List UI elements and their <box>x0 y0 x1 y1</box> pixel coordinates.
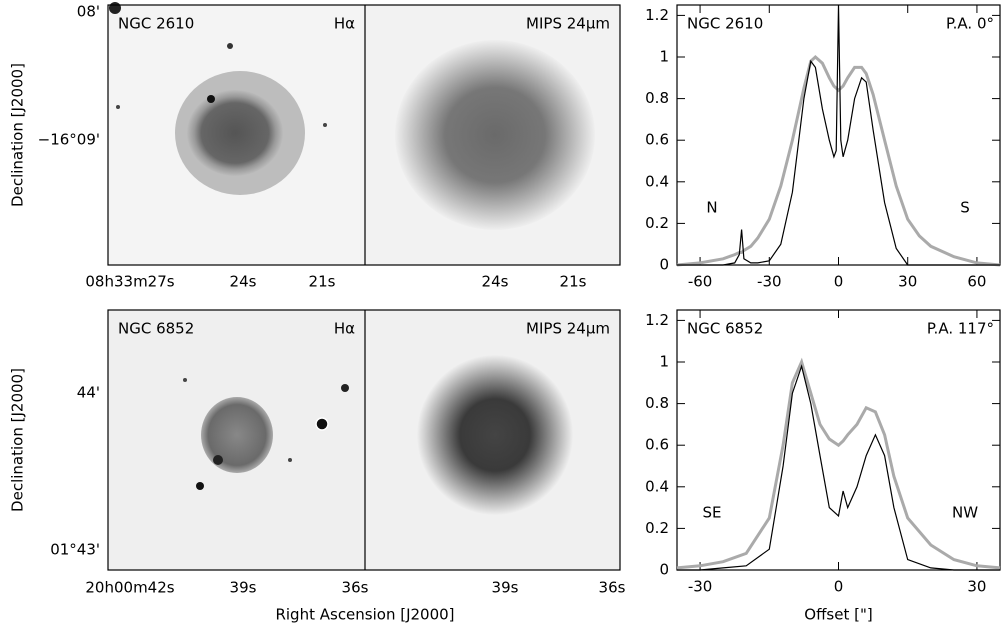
y-tick-label: 0.6 <box>645 131 669 149</box>
ra-label: 24s <box>230 273 257 291</box>
x-tick-label: 30 <box>967 578 986 596</box>
image-frame <box>107 309 621 571</box>
profile-line <box>676 357 1001 570</box>
direction-label: N <box>706 198 717 216</box>
y-axis-title: Declination [J2000] <box>9 368 27 512</box>
y-tick-label: 0.2 <box>645 519 669 537</box>
filter-label: Hα <box>334 320 355 338</box>
x-tick-label: 60 <box>967 273 986 291</box>
chart-title: NGC 6852 <box>687 320 763 338</box>
x-axis-title: Offset ["] <box>804 606 872 624</box>
star <box>183 378 187 382</box>
profile-line <box>677 364 1000 571</box>
ra-label: 21s <box>309 273 336 291</box>
y-tick-label: 1 <box>659 353 669 371</box>
star <box>323 123 327 127</box>
profile-line <box>677 4 1000 266</box>
y-tick-label: 0.8 <box>645 394 669 412</box>
y-axis-title: Declination [J2000] <box>9 63 27 207</box>
direction-label: NW <box>952 503 978 521</box>
star <box>227 43 233 49</box>
ra-label: 21s <box>560 273 587 291</box>
y-tick-label: 0 <box>659 561 669 579</box>
dec-label: 01°43' <box>50 541 100 559</box>
plot-frame <box>676 4 1001 266</box>
y-tick-label: 0.2 <box>645 214 669 232</box>
x-tick-label: 0 <box>834 578 844 596</box>
ra-label: 24s <box>482 273 509 291</box>
star <box>288 458 292 462</box>
plot-frame <box>676 309 1001 571</box>
ra-label: 08h33m27s <box>85 273 174 291</box>
star <box>213 455 223 465</box>
y-tick-label: 0.4 <box>645 477 669 495</box>
y-tick-label: 1 <box>659 48 669 66</box>
ra-label: 36s <box>342 579 369 597</box>
dec-label: 08' <box>77 3 100 21</box>
nebula <box>395 40 595 230</box>
image-row <box>107 2 621 266</box>
ra-label: 39s <box>492 579 519 597</box>
star <box>207 95 215 103</box>
annotation: P.A. 117° <box>927 320 994 338</box>
ra-label: 36s <box>599 579 626 597</box>
x-tick-label: -30 <box>688 578 713 596</box>
direction-label: S <box>960 198 970 216</box>
star <box>116 105 120 109</box>
nebula <box>187 90 283 176</box>
profile-line <box>676 54 1001 267</box>
star <box>341 384 349 392</box>
image-row <box>107 309 621 571</box>
chart-title: NGC 2610 <box>687 15 763 33</box>
star <box>196 482 204 490</box>
x-tick-label: -60 <box>688 273 713 291</box>
y-tick-label: 1.2 <box>645 311 669 329</box>
object-label: NGC 2610 <box>118 15 194 33</box>
image-frame <box>107 4 621 266</box>
filter-label: Hα <box>334 15 355 33</box>
direction-label: SE <box>703 503 722 521</box>
y-tick-label: 0.4 <box>645 172 669 190</box>
dec-label: −16°09' <box>38 131 100 149</box>
filter-label: MIPS 24μm <box>526 320 610 338</box>
star <box>315 417 329 431</box>
y-tick-label: 0 <box>659 256 669 274</box>
x-tick-label: 30 <box>898 273 917 291</box>
annotation: P.A. 0° <box>946 15 994 33</box>
x-tick-label: 0 <box>834 273 844 291</box>
nebula <box>201 397 273 473</box>
y-tick-label: 1.2 <box>645 6 669 24</box>
x-tick-label: -30 <box>757 273 782 291</box>
x-axis-title: Right Ascension [J2000] <box>275 606 454 624</box>
filter-label: MIPS 24μm <box>526 15 610 33</box>
object-label: NGC 6852 <box>118 320 194 338</box>
dec-label: 44' <box>77 384 100 402</box>
star <box>109 2 121 14</box>
ra-label: 39s <box>230 579 257 597</box>
ra-label: 20h00m42s <box>85 579 174 597</box>
nebula <box>417 355 573 515</box>
y-tick-label: 0.8 <box>645 89 669 107</box>
y-tick-label: 0.6 <box>645 436 669 454</box>
